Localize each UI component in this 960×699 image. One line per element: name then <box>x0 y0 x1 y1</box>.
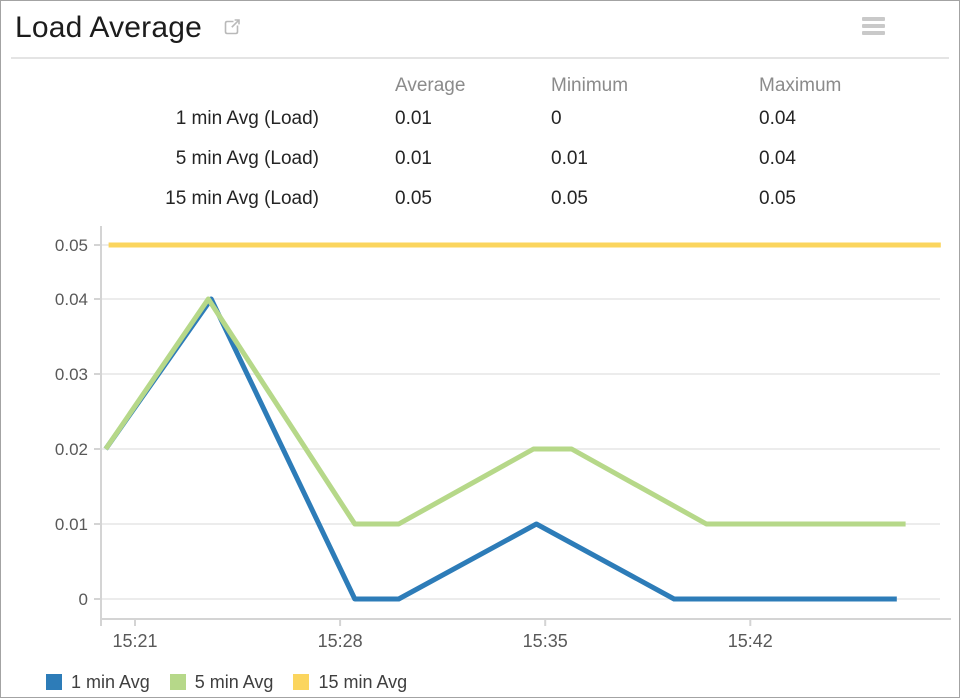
open-in-new-icon[interactable] <box>222 17 242 37</box>
row-label: 5 min Avg (Load) <box>175 148 319 169</box>
menu-bar <box>862 24 885 28</box>
cell-minimum: 0.01 <box>551 148 588 169</box>
table-row: 5 min Avg (Load) 0.01 0.01 0.04 <box>1 139 959 179</box>
cell-maximum: 0.04 <box>759 108 796 129</box>
header-divider <box>11 57 949 59</box>
col-header-maximum: Maximum <box>759 75 842 96</box>
cell-minimum: 0.05 <box>551 188 588 209</box>
legend-swatch <box>46 674 62 690</box>
svg-text:0: 0 <box>79 590 88 609</box>
row-label: 1 min Avg (Load) <box>175 108 319 129</box>
svg-text:15:35: 15:35 <box>523 631 568 651</box>
legend-label: 1 min Avg <box>71 671 150 692</box>
cell-maximum: 0.04 <box>759 148 796 169</box>
table-row: 1 min Avg (Load) 0.01 0 0.04 <box>1 99 959 139</box>
svg-text:15:28: 15:28 <box>318 631 363 651</box>
cell-maximum: 0.05 <box>759 188 796 209</box>
legend-swatch <box>169 674 186 690</box>
menu-bar <box>862 17 885 21</box>
widget-header: Load Average <box>1 1 959 59</box>
legend-label: 15 min Avg <box>318 671 408 692</box>
stats-table: Average Minimum Maximum 1 min Avg (Load)… <box>1 73 959 219</box>
svg-text:15:21: 15:21 <box>112 631 157 651</box>
legend-item-15-min-avg[interactable]: 15 min Avg <box>293 672 407 693</box>
svg-text:0.02: 0.02 <box>55 440 88 459</box>
cell-minimum: 0 <box>551 108 562 129</box>
col-header-minimum: Minimum <box>551 75 629 96</box>
svg-text:0.04: 0.04 <box>55 290 88 309</box>
svg-text:15:42: 15:42 <box>728 631 773 651</box>
legend-label: 5 min Avg <box>194 671 274 692</box>
svg-text:0.01: 0.01 <box>55 515 88 534</box>
svg-text:0.05: 0.05 <box>55 236 88 255</box>
legend-swatch <box>293 674 310 690</box>
cell-average: 0.05 <box>395 188 432 209</box>
col-header-average: Average <box>395 75 466 96</box>
chart-legend: 1 min Avg 5 min Avg 15 min Avg <box>46 669 407 695</box>
legend-item-1-min-avg[interactable]: 1 min Avg <box>46 672 150 693</box>
page-title: Load Average <box>15 11 203 44</box>
hamburger-menu-icon[interactable] <box>862 17 885 36</box>
row-label: 15 min Avg (Load) <box>165 188 319 209</box>
table-header-row: Average Minimum Maximum <box>1 73 959 99</box>
table-row: 15 min Avg (Load) 0.05 0.05 0.05 <box>1 179 959 219</box>
svg-text:0.03: 0.03 <box>55 365 88 384</box>
menu-bar <box>862 31 885 35</box>
cell-average: 0.01 <box>395 148 432 169</box>
cell-average: 0.01 <box>395 108 432 129</box>
legend-item-5-min-avg[interactable]: 5 min Avg <box>169 671 274 693</box>
